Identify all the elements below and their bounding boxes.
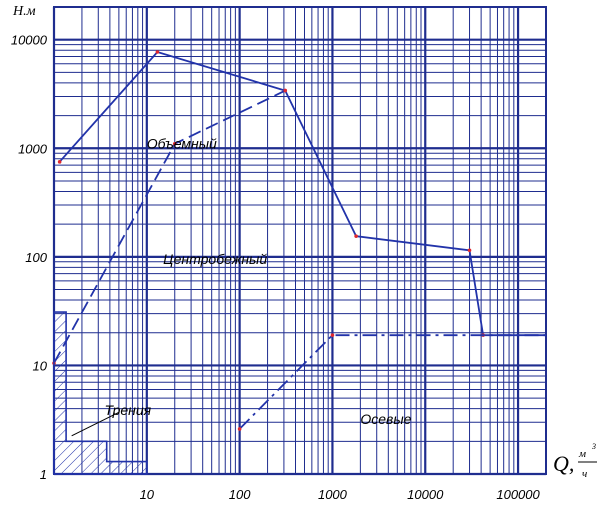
y-tick-label: 1: [40, 467, 47, 482]
series-layer: [52, 50, 546, 475]
major-gridlines: [52, 6, 547, 476]
x-tick-label: 1000: [318, 487, 348, 502]
axial-label: Осевые: [360, 411, 411, 427]
tick-labels: 10 100 1000 10000 100000 1 10 100 1000 10000: [11, 33, 541, 502]
solid-series-point: [467, 248, 472, 253]
dashed-series-point: [283, 88, 288, 93]
dashdot-series-point: [237, 427, 242, 431]
region-labels: Объемный Центробежный Осевые Трения: [104, 136, 411, 427]
friction-label: Трения: [104, 402, 151, 418]
solid-series-point: [155, 50, 160, 54]
minor-gridlines: [54, 6, 547, 474]
x-axis-symbol: Q,: [553, 451, 574, 476]
plot-frame: [53, 6, 547, 475]
x-axis-unit-denominator: ч: [582, 468, 587, 480]
y-tick-label: 10: [33, 358, 48, 373]
friction-label-leader: [71, 411, 120, 437]
y-tick-label: 100: [25, 250, 47, 265]
x-tick-label: 100: [229, 487, 251, 502]
x-tick-label: 10000: [407, 487, 444, 502]
dashed-series-line: [53, 89, 286, 364]
x-axis-label: Q, м 3 ч: [553, 442, 597, 480]
friction-area: [53, 311, 148, 475]
centrifugal-label: Центробежный: [163, 251, 267, 267]
solid-series-point: [354, 234, 358, 238]
solid-series-point: [57, 160, 62, 164]
x-axis-unit-superscript: 3: [591, 442, 596, 451]
y-tick-label: 1000: [18, 141, 48, 156]
x-tick-label: 100000: [496, 487, 540, 502]
dashdot-series-line: [238, 334, 546, 430]
x-axis-unit-numerator: м: [578, 448, 586, 460]
x-tick-label: 10: [140, 487, 155, 502]
y-axis-label: Н.м: [12, 4, 36, 19]
dashdot-series-point: [330, 333, 335, 337]
dashed-series-point: [172, 141, 177, 146]
volumetric-label: Объемный: [147, 136, 217, 152]
y-tick-label: 10000: [11, 33, 48, 48]
